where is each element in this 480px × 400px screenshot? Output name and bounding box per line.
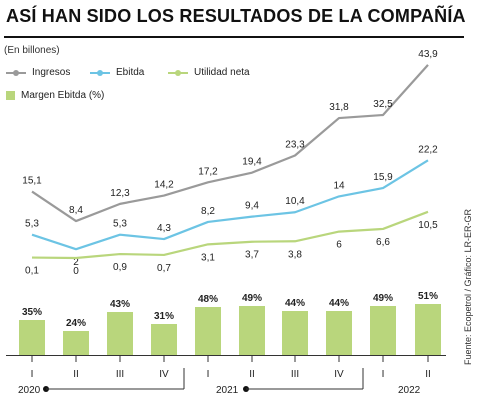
data-label: 8,2 (201, 206, 215, 217)
tick-label: I (382, 369, 385, 380)
legend-ingresos-swatch (6, 68, 26, 78)
bar-label: 44% (329, 298, 349, 309)
legend-margen-ebitda-swatch (6, 91, 15, 100)
data-label: 31,8 (329, 102, 349, 113)
year-group: 2020 (18, 368, 185, 396)
legend-utilidad-neta: Utilidad neta (168, 67, 250, 78)
data-label: 43,9 (418, 49, 438, 60)
bar-label: 51% (418, 291, 438, 302)
data-label: 4,3 (157, 223, 171, 234)
bar (415, 304, 441, 355)
year-group: 2021 (216, 368, 364, 396)
tick-label: II (425, 369, 431, 380)
data-label: 14,2 (154, 180, 174, 191)
title-underline (4, 36, 464, 38)
data-label: 12,3 (110, 188, 130, 199)
bar (326, 311, 352, 355)
legend-utilidad-neta-label: Utilidad neta (194, 67, 250, 78)
tick-label: IV (334, 369, 344, 380)
data-label: 6 (336, 240, 342, 251)
year-label: 2020 (18, 385, 41, 396)
chart-title: ASÍ HAN SIDO LOS RESULTADOS DE LA COMPAÑ… (6, 6, 466, 26)
legend-ebitda: Ebitda (90, 67, 144, 78)
data-label: 19,4 (242, 157, 262, 168)
chart-subtitle: (En billones) (4, 45, 60, 56)
bar (107, 312, 133, 355)
year-group: 2022 (398, 385, 421, 396)
data-label: 2 (73, 257, 79, 268)
legend-ingresos: Ingresos (6, 67, 70, 78)
legend-ebitda-label: Ebitda (116, 67, 145, 78)
series-utilidad-neta: 0,1 0 0,9 0,7 3,1 3,7 3,8 6 6,6 10,5 (25, 210, 438, 277)
data-label: 5,3 (113, 219, 127, 230)
tick-label: IV (159, 369, 169, 380)
bar (282, 311, 308, 355)
data-label: 5,3 (25, 219, 39, 230)
data-label: 14 (333, 180, 345, 191)
data-label: 15,9 (373, 172, 393, 183)
series-ingresos: 15,1 8,4 12,3 14,2 17,2 19,4 23,3 31,8 32,5 43,9 (22, 49, 438, 223)
bar-label: 48% (198, 294, 218, 305)
bar (370, 306, 396, 355)
bar (151, 324, 177, 355)
series-line (31, 64, 429, 223)
bar-label: 24% (66, 318, 86, 329)
series-line (31, 159, 429, 251)
data-label: 32,5 (373, 99, 393, 110)
series-ebitda: 5,3 2 5,3 4,3 8,2 9,4 10,4 14 15,9 22,2 (25, 144, 438, 268)
bar-chart: 35% 24% 43% 31% 48% 49% 44% 44% 49% 51% (6, 291, 446, 356)
bar-label: 31% (154, 311, 174, 322)
legend-ebitda-swatch (90, 68, 110, 78)
data-label: 10,4 (285, 196, 305, 207)
bar-label: 49% (373, 293, 393, 304)
data-label: 23,3 (285, 139, 305, 150)
tick-label: II (249, 369, 255, 380)
bar-label: 43% (110, 299, 130, 310)
data-label: 15,1 (22, 176, 42, 187)
line-chart: 15,1 8,4 12,3 14,2 17,2 19,4 23,3 31,8 32,5 43,9 5… (22, 49, 438, 277)
data-label: 0 (73, 266, 79, 277)
data-label: 3,1 (201, 252, 215, 263)
series-line (31, 210, 429, 260)
year-label: 2021 (216, 385, 239, 396)
source-note: Fuente: Ecopetrol / Gráfico: LR-ER-GR (463, 208, 473, 365)
tick-label: I (31, 369, 34, 380)
data-label: 22,2 (418, 144, 438, 155)
data-label: 0,7 (157, 263, 171, 274)
bar-label: 35% (22, 307, 42, 318)
bar-label: 49% (242, 293, 262, 304)
data-label: 10,5 (418, 220, 438, 231)
tick-label: III (116, 369, 124, 380)
legend-margen-ebitda: Margen Ebitda (%) (6, 90, 104, 101)
legend-margen-ebitda-label: Margen Ebitda (%) (21, 90, 105, 101)
tick-label: I (207, 369, 210, 380)
data-label: 0,9 (113, 262, 127, 273)
data-label: 3,7 (245, 250, 259, 261)
year-label: 2022 (398, 385, 421, 396)
bar (239, 306, 265, 355)
bar (63, 331, 89, 355)
data-label: 3,8 (288, 249, 302, 260)
bar (19, 320, 45, 355)
data-label: 6,6 (376, 237, 390, 248)
legend-ingresos-label: Ingresos (32, 67, 71, 78)
tick-label: III (291, 369, 299, 380)
bar (195, 307, 221, 355)
bar-label: 44% (285, 298, 305, 309)
legend-utilidad-neta-swatch (168, 68, 188, 78)
data-label: 9,4 (245, 201, 259, 212)
data-label: 8,4 (69, 205, 83, 216)
data-label: 17,2 (198, 166, 218, 177)
tick-label: II (73, 369, 79, 380)
data-label: 0,1 (25, 266, 39, 277)
